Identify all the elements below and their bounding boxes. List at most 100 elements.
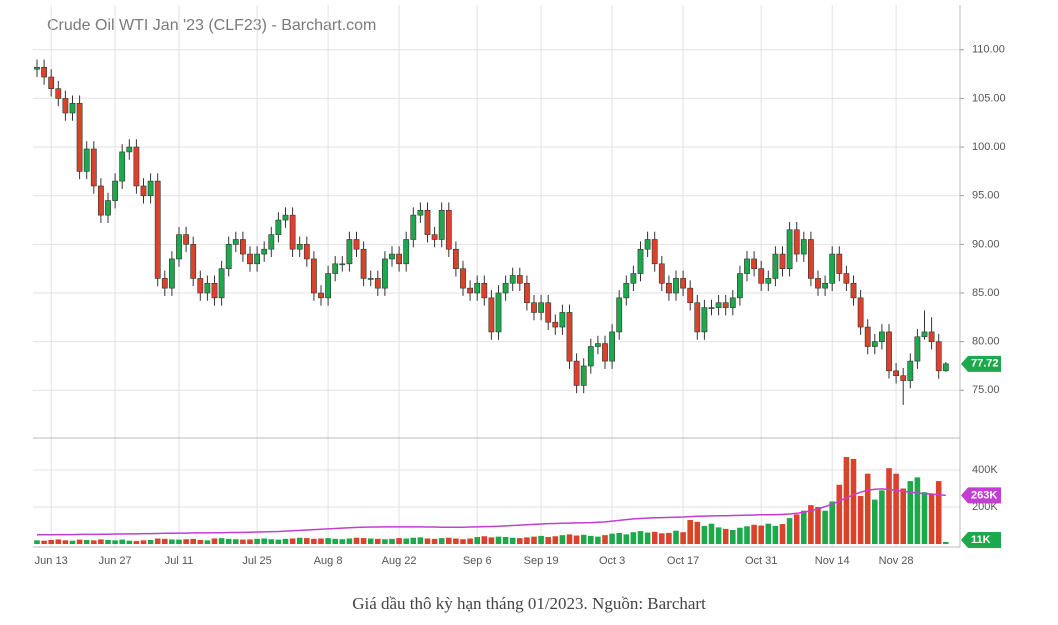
candle-body — [829, 253, 836, 284]
volume-bar — [914, 477, 921, 545]
volume-bar — [176, 539, 182, 545]
candle-body — [616, 297, 623, 333]
volume-bar — [190, 538, 196, 545]
volume-bar — [41, 540, 47, 545]
candle-body — [900, 375, 907, 381]
volume-bar — [289, 538, 296, 545]
volume-bar — [62, 540, 69, 545]
candle-body — [325, 273, 331, 299]
candle-body — [204, 282, 211, 294]
volume-bar — [928, 494, 935, 545]
candle-body — [438, 209, 445, 240]
volume-bar — [808, 505, 814, 545]
candle-body — [83, 148, 90, 172]
candle-body — [389, 253, 395, 260]
candle-body — [509, 275, 516, 284]
volume-bar — [488, 537, 495, 545]
candle-body — [396, 253, 402, 265]
candle-body — [630, 273, 637, 284]
volume-bar — [275, 539, 282, 545]
candle-body — [538, 302, 544, 313]
candle-body — [353, 239, 360, 250]
candle-body — [871, 341, 878, 347]
candle-body — [268, 234, 275, 250]
volume-bar — [403, 538, 409, 545]
candle-body — [928, 331, 935, 342]
ma-label-bg — [961, 487, 1001, 504]
volume-bar — [474, 537, 480, 545]
candle-body — [708, 307, 715, 309]
volume-bar — [318, 538, 324, 545]
candle-body — [886, 331, 892, 372]
volume-bar — [801, 510, 807, 545]
candle-body — [169, 258, 175, 289]
candle-body — [559, 312, 566, 328]
candle-body — [502, 282, 509, 294]
y-tick-label: 95.00 — [972, 190, 1000, 202]
volume-bar — [268, 539, 275, 545]
x-tick-label: Nov 14 — [815, 555, 850, 567]
volume-bar — [424, 538, 431, 545]
volume-bar — [240, 539, 246, 545]
volume-bar — [616, 532, 622, 545]
volume-bar — [524, 537, 530, 545]
volume-bar — [531, 536, 537, 545]
candle-body — [211, 282, 218, 299]
candle-body — [424, 209, 431, 235]
volume-bar — [218, 538, 225, 545]
candle-body — [658, 263, 665, 284]
volume-bar — [311, 538, 317, 545]
volume-bar — [666, 532, 672, 545]
candle-body — [55, 88, 62, 99]
volume-bar — [893, 473, 899, 545]
candle-body — [140, 185, 147, 197]
candle-body — [69, 102, 76, 114]
candle-body — [481, 282, 488, 299]
x-tick-label: Sep 6 — [463, 555, 492, 567]
candle-body — [232, 239, 239, 245]
candle-body — [183, 234, 189, 245]
volume-bar — [566, 534, 573, 545]
volume-bar — [204, 540, 211, 545]
y-tick-label: 200K — [972, 501, 998, 513]
volume-bar — [822, 510, 828, 545]
candle-body — [857, 297, 864, 328]
x-tick-label: Sep 19 — [524, 555, 559, 567]
candle-body — [807, 239, 814, 279]
candle-body — [410, 214, 417, 240]
volume-bar — [48, 539, 54, 545]
volume-bar — [495, 536, 502, 545]
candle-body — [332, 263, 339, 274]
candle-body — [893, 370, 899, 377]
volume-bar — [509, 537, 516, 545]
volume-bar — [169, 539, 175, 545]
volume-bar — [779, 524, 786, 545]
volume-bar — [76, 539, 83, 545]
volume-bar — [943, 542, 949, 545]
volume-bar — [261, 538, 267, 545]
volume-bar — [69, 540, 76, 545]
volume-bar — [119, 539, 125, 545]
volume-bar — [502, 537, 509, 545]
volume-bar — [637, 531, 644, 545]
candle-body — [240, 239, 246, 255]
candle-body — [339, 263, 346, 266]
volume-bar — [325, 538, 331, 545]
candle-body — [62, 98, 69, 114]
candle-body — [914, 336, 921, 362]
volume-bar — [701, 525, 708, 545]
candle-body — [488, 297, 495, 333]
volume-bar — [517, 538, 523, 545]
volume-bar — [538, 535, 544, 545]
candle-body — [772, 253, 779, 279]
volume-bar — [282, 538, 289, 545]
volume-label-bg — [961, 532, 1001, 548]
volume-bar — [211, 538, 218, 545]
volume-bar — [98, 539, 104, 545]
candle-body — [282, 214, 289, 221]
volume-bar — [872, 499, 878, 545]
candle-body — [346, 239, 353, 265]
x-tick-label: Nov 28 — [879, 555, 914, 567]
candle-body — [545, 302, 552, 323]
x-tick-label: Jun 27 — [99, 555, 132, 567]
